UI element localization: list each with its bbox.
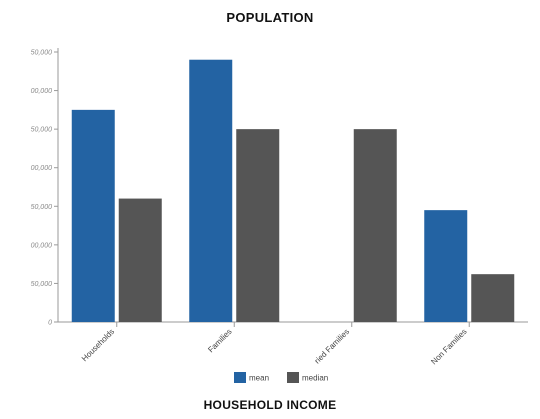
chart-footer-title: HOUSEHOLD INCOME xyxy=(203,398,337,412)
legend-swatch-median xyxy=(287,372,299,383)
y-tick-label: 50,000 xyxy=(31,50,53,57)
y-tick-label: 0 xyxy=(48,320,52,327)
x-tick-label: Families xyxy=(206,327,233,354)
bar-median-0 xyxy=(118,198,162,322)
legend-label-mean: mean xyxy=(249,374,269,383)
y-tick-label: 50,000 xyxy=(31,204,53,211)
legend-swatch-mean xyxy=(234,372,246,383)
y-tick-label: 00,000 xyxy=(31,165,53,172)
chart-title: POPULATION xyxy=(226,10,314,25)
legend-label-median: median xyxy=(302,374,328,383)
x-tick-label: Households xyxy=(80,327,116,363)
bar-median-1 xyxy=(236,129,280,322)
y-tick-label: 50,000 xyxy=(31,127,53,134)
bar-mean-1 xyxy=(189,59,233,322)
bar-mean-0 xyxy=(71,109,115,322)
bar-mean-3 xyxy=(424,210,468,322)
y-tick-label: 00,000 xyxy=(31,242,53,249)
y-tick-label: 50,000 xyxy=(31,281,53,288)
chart-bars xyxy=(71,59,515,322)
chart-legend: mean median xyxy=(234,372,328,383)
y-tick-label: 00,000 xyxy=(31,88,53,95)
bar-chart: 0 50,000 00,000 50,000 00,000 50,000 00,000 50,… xyxy=(31,48,528,383)
x-tick-label: ried Families xyxy=(313,327,351,365)
bar-median-2 xyxy=(353,129,397,322)
bar-median-3 xyxy=(471,274,515,322)
x-tick-label: Non Families xyxy=(429,327,468,366)
